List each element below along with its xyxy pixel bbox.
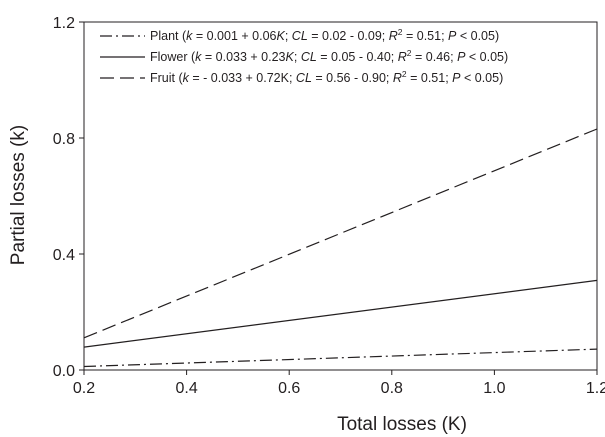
x-tick-label: 1.2 (586, 380, 605, 397)
y-axis-title: Partial losses (k) (8, 125, 29, 265)
x-tick-label: 1.0 (483, 380, 505, 397)
series-lines (83, 128, 598, 368)
y-tick-label: 1.2 (53, 15, 75, 32)
y-tick-label: 0.8 (53, 131, 75, 148)
x-tick-label: 0.2 (73, 380, 95, 397)
x-axis-title: Total losses (K) (337, 414, 467, 435)
plot-border (83, 21, 598, 371)
y-tick-label: 0.4 (53, 247, 75, 264)
series-line-flower (83, 279, 598, 348)
legend-label: Plant (k = 0.001 + 0.06K; CL = 0.02 - 0.… (150, 27, 499, 43)
x-tick-label: 0.6 (278, 380, 300, 397)
axes: 0.2 0.4 0.6 0.8 1.0 1.2 0.0 0.4 0.8 1.2 (53, 15, 605, 397)
legend-label: Fruit (k = - 0.033 + 0.72K; CL = 0.56 - … (150, 69, 503, 85)
x-tick-label: 0.8 (381, 380, 403, 397)
plot-frame (83, 21, 598, 371)
legend-item-plant: Plant (k = 0.001 + 0.06K; CL = 0.02 - 0.… (100, 27, 499, 43)
legend-label: Flower (k = 0.033 + 0.23K; CL = 0.05 - 0… (150, 48, 508, 64)
legend-item-flower: Flower (k = 0.033 + 0.23K; CL = 0.05 - 0… (100, 48, 508, 64)
series-line-plant (83, 348, 598, 368)
series-line-fruit (83, 128, 598, 339)
legend-item-fruit: Fruit (k = - 0.033 + 0.72K; CL = 0.56 - … (100, 69, 503, 85)
y-tick-label: 0.0 (53, 363, 75, 380)
legend: Plant (k = 0.001 + 0.06K; CL = 0.02 - 0.… (100, 27, 508, 85)
x-tick-label: 0.4 (175, 380, 197, 397)
